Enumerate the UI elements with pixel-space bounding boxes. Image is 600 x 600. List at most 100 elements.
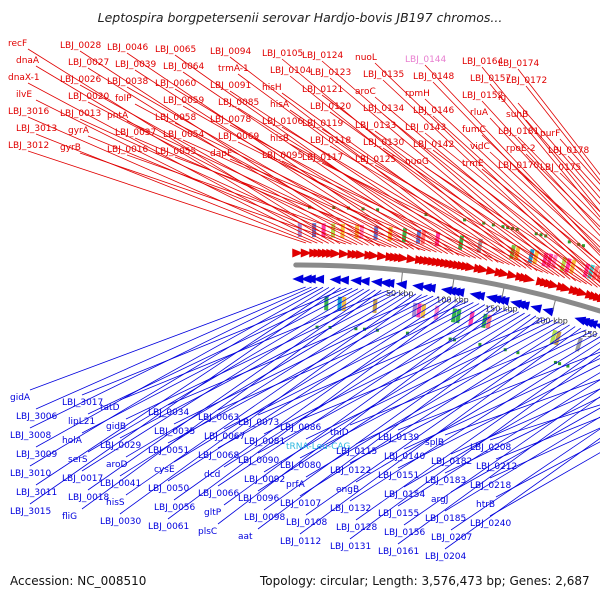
forward-gene-label[interactable]: LBJ_0134 [363,104,405,114]
forward-gene-label[interactable]: LBJ_0125 [355,155,396,165]
reverse-gene-label[interactable]: LBJ_0185 [425,514,466,524]
forward-gene-label[interactable]: LBJ_0157 [470,74,511,84]
reverse-gene-label[interactable]: LBJ_0061 [148,522,189,532]
reverse-gene-label[interactable]: plsC [198,527,217,537]
reverse-gene-label[interactable]: LBJ_0056 [154,503,196,513]
reverse-gene-label[interactable]: LBJ_0212 [476,462,517,472]
reverse-gene-label[interactable]: aat [238,532,253,542]
reverse-gene-label[interactable]: LBJ_0030 [100,517,142,527]
forward-gene-label[interactable]: pntA [107,111,129,121]
forward-gene-label[interactable]: dnaA [16,56,40,66]
forward-gene-label[interactable]: LBJ_0143 [405,123,446,133]
forward-gene-label[interactable]: LBJ_0178 [548,146,590,156]
forward-gene-label[interactable]: LBJ_0078 [210,115,252,125]
reverse-gene-label[interactable]: LBJ_0204 [425,552,467,562]
reverse-gene-label[interactable]: LBJ_0068 [198,451,240,461]
forward-gene-label[interactable]: LBJ_0105 [262,49,303,59]
forward-gene-label[interactable]: LBJ_0152 [462,91,503,101]
reverse-gene-label[interactable]: LBJ_3015 [10,507,51,517]
forward-gene-label[interactable]: LBJ_0120 [310,102,352,112]
reverse-gene-label[interactable]: argJ [431,495,448,505]
forward-gene-label[interactable]: gyrA [68,126,90,136]
reverse-gene-label[interactable]: LBJ_3006 [16,412,58,422]
forward-gene-label[interactable]: LBJ_0144 [405,55,447,65]
forward-gene-label[interactable]: dnaX-1 [8,73,40,83]
reverse-gene-label[interactable]: LBJ_0063 [198,413,239,423]
forward-gene-label[interactable]: nuoG [405,157,429,167]
forward-gene-label[interactable]: LBJ_0060 [155,79,197,89]
reverse-gene-label[interactable]: LBJ_3008 [10,431,52,441]
forward-gene-label[interactable]: LBJ_0142 [413,140,454,150]
reverse-gene-label[interactable]: LBJ_0207 [431,533,472,543]
forward-gene-label[interactable]: rluA [470,108,489,118]
reverse-gene-label[interactable]: aroD [106,460,128,470]
reverse-gene-label[interactable]: LBJ_3017 [62,398,103,408]
forward-gene-label[interactable]: LBJ_0069 [218,132,260,142]
reverse-gene-label[interactable]: LBJ_0154 [384,490,426,500]
reverse-gene-label[interactable]: LBJ_0156 [384,528,426,538]
forward-gene-label[interactable]: trmE [462,159,484,169]
forward-gene-label[interactable]: LBJ_3012 [8,141,49,151]
forward-gene-label[interactable]: LBJ_0065 [155,45,196,55]
reverse-gene-label[interactable]: LBJ_0050 [148,484,190,494]
reverse-gene-label[interactable]: LBJ_0034 [148,408,190,418]
forward-gene-label[interactable]: aroC [355,87,376,97]
reverse-gene-label[interactable]: LBJ_0112 [280,537,321,547]
forward-gene-label[interactable]: LBJ_0094 [210,47,252,57]
reverse-gene-label[interactable]: LBJ_0017 [62,474,103,484]
reverse-gene-label[interactable]: LBJ_0131 [330,542,371,552]
forward-gene-label[interactable]: suhB [506,110,528,120]
forward-gene-label[interactable]: LBJ_0133 [355,121,396,131]
forward-gene-label[interactable]: LBJ_0104 [270,66,312,76]
forward-gene-label[interactable]: vidC [470,142,490,152]
forward-gene-label[interactable]: purF [540,129,560,139]
forward-gene-label[interactable]: LBJ_0119 [302,119,344,129]
forward-gene-label[interactable]: LBJ_0054 [163,130,205,140]
reverse-gene-label[interactable]: hisS [106,498,125,508]
reverse-gene-label[interactable]: LBJ_0140 [384,452,426,462]
reverse-gene-label[interactable]: LBJ_0090 [238,456,280,466]
forward-gene-label[interactable]: folP [115,94,132,104]
forward-gene-label[interactable]: LBJ_0026 [60,75,102,85]
reverse-gene-label[interactable]: LBJ_0132 [330,504,371,514]
reverse-gene-label[interactable]: LBJ_3010 [10,469,52,479]
reverse-gene-label[interactable]: LBJ_0073 [238,418,279,428]
forward-gene-label[interactable]: rpoE-2 [506,144,536,154]
reverse-gene-label[interactable]: LBJ_0067 [204,432,245,442]
reverse-gene-label[interactable]: splB [425,438,444,448]
reverse-gene-label[interactable]: thiD [330,428,349,438]
reverse-gene-label[interactable]: cysE [154,465,175,475]
reverse-gene-label[interactable]: gidA [10,393,31,403]
forward-gene-label[interactable]: LBJ_0059 [163,96,205,106]
forward-gene-label[interactable]: LBJ_0106 [262,117,304,127]
forward-gene-label[interactable]: LBJ_0020 [68,92,110,102]
forward-gene-label[interactable]: LBJ_0095 [262,151,303,161]
reverse-gene-label[interactable]: LBJ_0096 [238,494,280,504]
forward-gene-label[interactable]: LBJ_0028 [60,41,102,51]
reverse-gene-label[interactable]: gidB [106,422,126,432]
reverse-gene-label[interactable]: dcd [204,470,220,480]
forward-gene-label[interactable]: hisB [270,134,289,144]
forward-gene-label[interactable]: LBJ_0046 [107,43,149,53]
forward-gene-label[interactable]: LBJ_0175 [540,163,581,173]
reverse-gene-label[interactable]: LBJ_0151 [378,471,419,481]
forward-gene-label[interactable]: LBJ_0146 [413,106,455,116]
reverse-gene-label[interactable]: tRNA-Leu-CAG [286,442,350,452]
reverse-gene-label[interactable]: LBJ_0092 [244,475,285,485]
forward-gene-label[interactable]: dapF [210,149,232,159]
reverse-gene-label[interactable]: LBJ_0208 [470,443,512,453]
forward-gene-label[interactable]: LBJ_0172 [506,76,547,86]
reverse-gene-label[interactable]: gltP [204,508,222,518]
forward-gene-label[interactable]: fumC [462,125,486,135]
reverse-gene-label[interactable]: LBJ_0081 [244,437,285,447]
reverse-gene-label[interactable]: lipL21 [68,417,95,427]
forward-gene-label[interactable]: LBJ_0013 [60,109,101,119]
forward-gene-label[interactable]: LBJ_0091 [210,81,251,91]
forward-gene-label[interactable]: LBJ_0170 [498,161,540,171]
reverse-gene-label[interactable]: LBJ_0041 [100,479,141,489]
forward-gene-label[interactable]: LBJ_0124 [302,51,344,61]
reverse-gene-label[interactable]: serS [68,455,88,465]
reverse-gene-label[interactable]: LBJ_0029 [100,441,142,451]
forward-gene-label[interactable]: ig [498,93,506,103]
forward-gene-label[interactable]: LBJ_0181 [498,127,539,137]
